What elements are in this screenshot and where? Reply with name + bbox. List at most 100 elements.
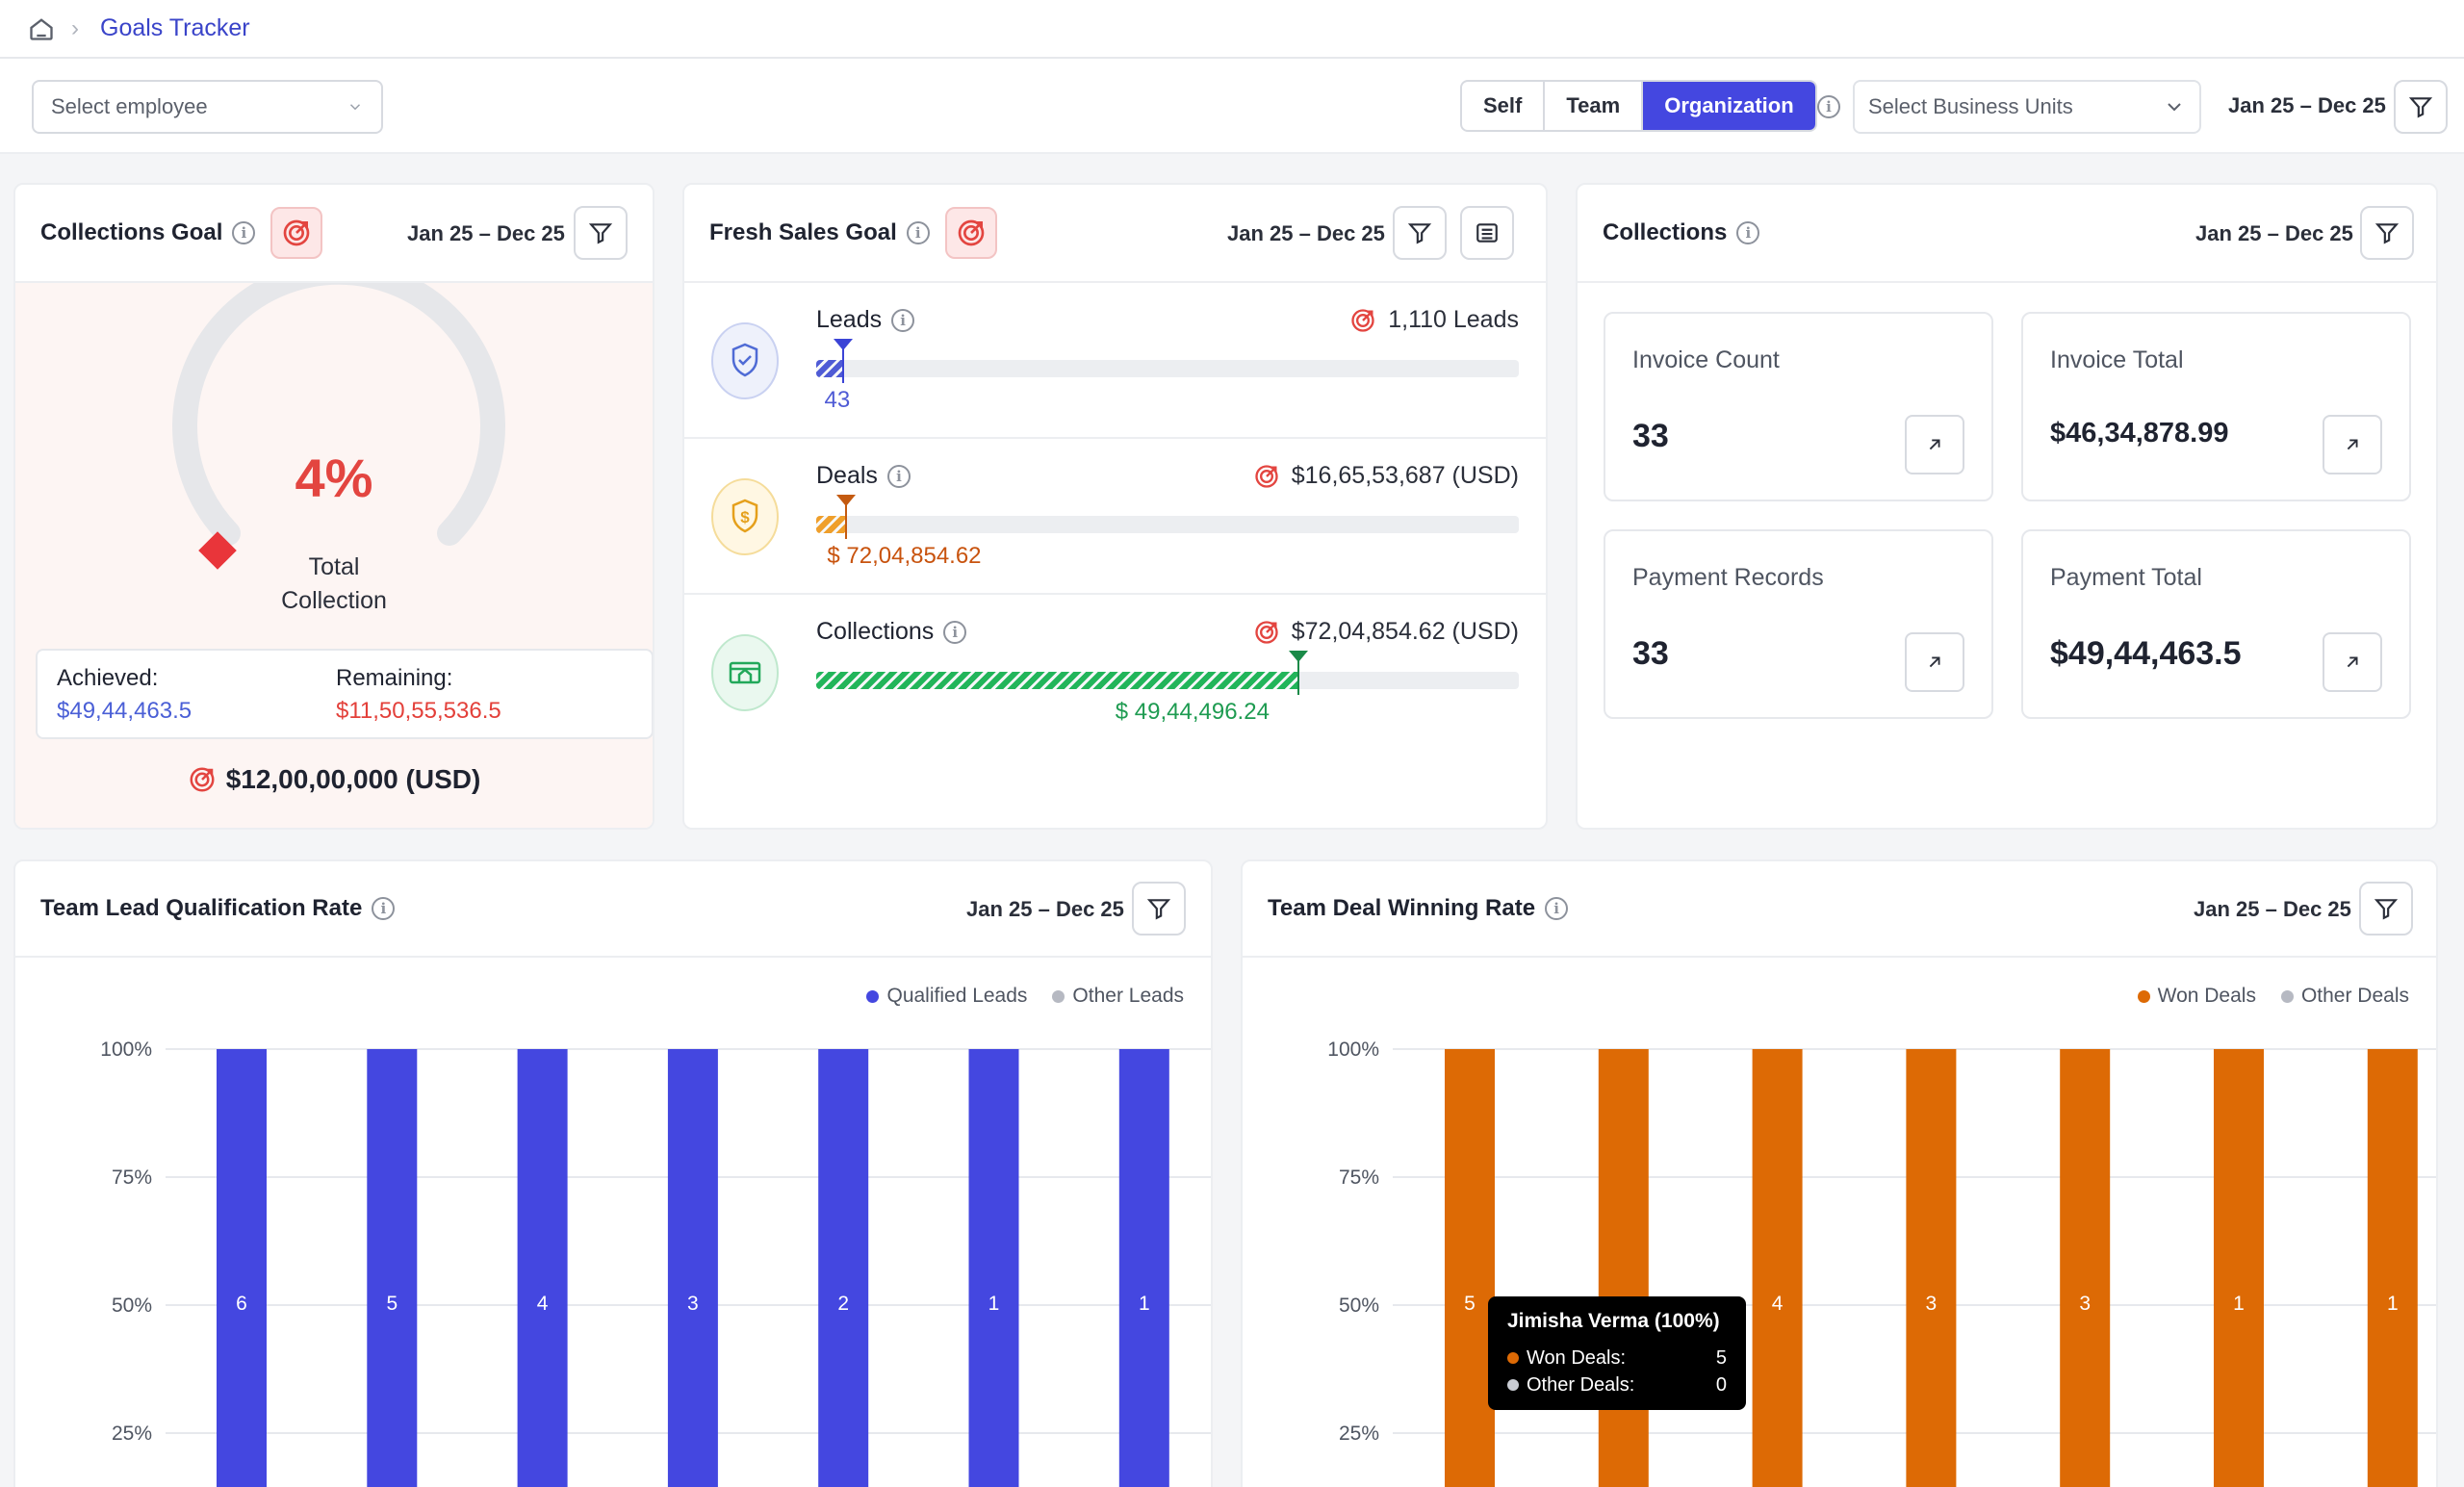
scope-team-button[interactable]: Team [1545, 82, 1644, 130]
row-target-value: 1,110 Leads [1388, 306, 1519, 333]
progress-fill [816, 516, 847, 533]
remaining-label: Remaining: [336, 665, 453, 691]
info-icon[interactable]: i [232, 221, 256, 244]
stat-payment-records: Payment Records 33 [1604, 529, 1993, 719]
open-details-button[interactable] [2323, 632, 2382, 692]
employee-select-placeholder: Select employee [51, 94, 208, 118]
breadcrumb-current[interactable]: Goals Tracker [100, 14, 250, 41]
filter-bar: Select employee Self Team Organization i… [0, 59, 2464, 154]
target-icon[interactable] [270, 207, 323, 259]
filter-icon [1407, 223, 1432, 244]
y-tick-label: 100% [100, 1038, 152, 1061]
filter-button[interactable] [574, 206, 628, 260]
target-icon[interactable] [944, 207, 997, 259]
filter-button[interactable] [1132, 882, 1186, 936]
arrow-up-right-icon [2347, 439, 2358, 450]
info-icon[interactable]: i [886, 464, 911, 488]
legend-label: Other Deals [2300, 985, 2409, 1007]
bar-data-label: 1 [2233, 1293, 2245, 1315]
tooltip-row-value: 5 [1715, 1347, 1727, 1369]
stat-invoice-count: Invoice Count 33 [1604, 312, 1993, 501]
y-tick-label: 75% [112, 1167, 152, 1189]
info-icon[interactable]: i [1736, 221, 1760, 244]
card-date-range: Jan 25 – Dec 25 [1227, 221, 1385, 245]
deal-bar-chart: 100% 75% 50% 25% 5 4 3 3 1 1 [1327, 1038, 2436, 1487]
y-tick-label: 25% [112, 1423, 152, 1445]
filter-button[interactable] [2360, 206, 2414, 260]
bar-data-label: 2 [837, 1293, 849, 1315]
bar[interactable] [1118, 1049, 1169, 1487]
gauge-percent: 4% [295, 448, 373, 508]
employee-select[interactable]: Select employee [32, 80, 383, 134]
filter-button[interactable] [1393, 206, 1447, 260]
bar-data-label: 3 [1926, 1293, 1938, 1315]
info-icon[interactable]: i [372, 897, 396, 920]
bar[interactable] [217, 1049, 267, 1487]
bar[interactable] [818, 1049, 869, 1487]
y-tick-label: 75% [1339, 1167, 1379, 1189]
legend-label: Other Leads [1072, 985, 1184, 1007]
legend-label: Qualified Leads [886, 985, 1028, 1007]
top-bar: › Goals Tracker [0, 0, 2464, 59]
tooltip-row: Other Deals: 0 [1507, 1372, 1727, 1398]
bar[interactable] [2367, 1049, 2418, 1487]
bar[interactable] [1598, 1049, 1649, 1487]
svg-text:$: $ [740, 508, 750, 526]
date-range[interactable]: Jan 25 – Dec 25 [2228, 93, 2386, 117]
info-icon[interactable]: i [891, 308, 915, 332]
card-date-range: Jan 25 – Dec 25 [2195, 221, 2353, 245]
info-icon[interactable]: i [1817, 95, 1840, 118]
stat-value: $46,34,878.99 [2050, 418, 2229, 449]
bar[interactable] [667, 1049, 718, 1487]
scope-organization-button[interactable]: Organization [1643, 82, 1815, 130]
bar[interactable] [1752, 1049, 1803, 1487]
legend-item[interactable]: Qualified Leads [866, 985, 1027, 1008]
target-icon [1351, 308, 1374, 332]
bar[interactable] [2214, 1049, 2264, 1487]
card-date-range: Jan 25 – Dec 25 [966, 897, 1124, 921]
open-details-button[interactable] [1905, 415, 1964, 474]
bar[interactable] [517, 1049, 568, 1487]
progress-marker [1288, 651, 1308, 695]
scope-self-button[interactable]: Self [1462, 82, 1546, 130]
bar[interactable] [367, 1049, 418, 1487]
lead-qualification-card: Team Lead Qualification Rate i Jan 25 – … [13, 859, 1213, 1487]
open-details-button[interactable] [1905, 632, 1964, 692]
info-icon[interactable]: i [1545, 897, 1569, 920]
business-units-select[interactable]: Select Business Units [1853, 80, 2201, 134]
legend-label: Won Deals [2157, 985, 2256, 1007]
info-icon[interactable]: i [943, 620, 967, 644]
legend-item[interactable]: Other Leads [1052, 985, 1184, 1008]
shield-check-icon [710, 321, 780, 400]
remaining-value: $11,50,55,536.5 [336, 698, 501, 724]
bar-data-label: 1 [1139, 1293, 1150, 1315]
open-details-button[interactable] [2323, 415, 2382, 474]
bar[interactable] [1906, 1049, 1957, 1487]
list-icon [1476, 223, 1498, 243]
list-view-button[interactable] [1460, 206, 1514, 260]
bar[interactable] [1445, 1049, 1495, 1487]
row-target-value: $72,04,854.62 (USD) [1291, 618, 1519, 645]
bar[interactable] [2060, 1049, 2111, 1487]
filter-button[interactable] [2359, 882, 2413, 936]
tooltip-row: Won Deals: 5 [1507, 1345, 1727, 1372]
arrow-up-right-icon [2347, 656, 2358, 668]
filter-button[interactable] [2394, 80, 2448, 134]
row-target: $72,04,854.62 (USD) [1253, 618, 1519, 646]
bar[interactable] [968, 1049, 1019, 1487]
business-units-placeholder: Select Business Units [1868, 94, 2073, 118]
legend-item[interactable]: Other Deals [2280, 985, 2409, 1008]
bar-data-label: 6 [236, 1293, 247, 1315]
fresh-sales-row-collections: Collections i $72,04,854.62 (USD) $ 49,4… [684, 595, 1546, 751]
home-icon[interactable] [27, 14, 56, 43]
stat-value: 33 [1632, 635, 1669, 672]
info-icon[interactable]: i [906, 221, 930, 244]
filter-icon [1146, 899, 1171, 920]
legend-item[interactable]: Won Deals [2137, 985, 2256, 1008]
card-title: Collections [1603, 219, 1728, 245]
collections-goal-card: Collections Goal i Jan 25 – Dec 25 4% To… [13, 183, 654, 830]
achieved-remaining-box: Achieved: $49,44,463.5 Remaining: $11,50… [36, 649, 653, 739]
y-tick-label: 50% [112, 1295, 152, 1317]
fresh-sales-row-leads: Leads i 1,110 Leads 43 [684, 283, 1546, 439]
row-target: 1,110 Leads [1349, 306, 1519, 334]
